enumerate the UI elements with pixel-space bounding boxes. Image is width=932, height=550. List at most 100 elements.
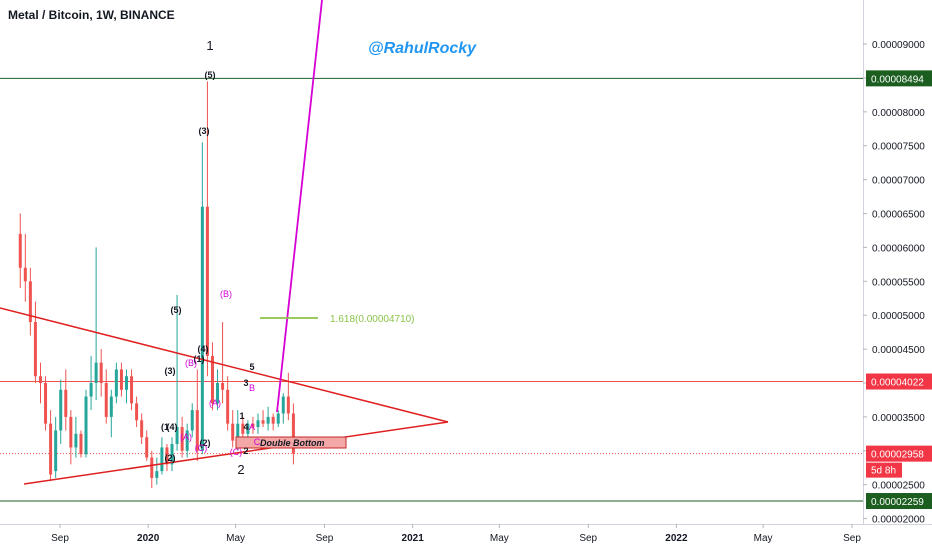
price-tick-label: 0.00007000 [872,176,925,187]
candle-body [271,416,275,424]
wave-label: (C) [230,447,243,457]
wave-label: (2) [200,438,211,448]
candle-body [114,369,118,397]
candle-body [185,430,189,451]
candle-body [180,427,184,451]
candle-body [155,471,159,478]
candle-body [79,433,83,455]
time-tick-label: 2021 [402,533,425,544]
candle-body [175,427,179,445]
candle-body [109,396,113,417]
candle-body [69,416,73,448]
candle-body [226,389,230,424]
triangle-lower-line [23,421,449,485]
wave-label: 1 [239,411,244,421]
candle-body [130,376,134,404]
wave-label: (1) [194,354,205,364]
candles [18,81,295,489]
wave-label: (4) [198,344,209,354]
price-tick-label: 0.00002500 [872,481,925,492]
candle-body [165,447,169,465]
candle-body [190,410,194,431]
countdown-badge [866,462,902,478]
wave-label: (5) [171,305,182,315]
wave-label: A [249,422,255,432]
wave-label: (A) [209,398,221,408]
wave-label: 3 [243,378,248,388]
candle-body [281,396,285,414]
wave-label: (3) [165,366,176,376]
wave-label: (2) [165,453,176,463]
time-tick-label: Sep [579,533,597,544]
candle-body [251,423,255,428]
candle-body [94,362,98,384]
candle-body [59,389,63,431]
candle-body [18,233,22,268]
candle-body [200,206,204,451]
candle-body [286,396,290,414]
candle-body [246,423,250,434]
time-tick-label: Sep [51,533,69,544]
countdown-label: 5d 8h [871,466,896,477]
time-tick-label: May [754,533,773,544]
candle-body [104,383,108,417]
candle-body [119,369,123,390]
candle-body [170,444,174,465]
resistance-level-badge [866,373,932,390]
wave-label: (C) [195,443,208,453]
wave-labels: 12(5)(3)(4)(1)(3)(5)(1(4)(2)(2)(A)(B)(C)… [161,38,261,477]
candle-body [210,355,214,404]
time-tick-label: Sep [316,533,334,544]
target-projection-line [276,0,323,413]
candle-body [221,383,225,390]
price-tick-label: 0.00005000 [872,311,925,322]
candle-body [195,410,199,451]
wave-label: (B) [220,289,232,299]
price-tick-label: 0.00006000 [872,243,925,254]
time-tick-label: May [490,533,509,544]
candle-body [140,420,144,438]
horizontal-levels [0,77,863,502]
price-tick-label: 0.00004500 [872,345,925,356]
wave-label: 5 [249,362,254,372]
candle-body [231,423,235,441]
candle-body [276,413,280,424]
chart-title: Metal / Bitcoin, 1W, BINANCE [8,8,175,22]
wave-label: 1 [206,38,213,53]
time-tick-label: May [226,533,245,544]
triangle-upper-line [0,307,449,423]
price-axis[interactable]: 0.000020000.000025000.000030000.00003500… [863,0,932,526]
candle-body [205,206,209,356]
candle-body [256,420,260,428]
lower-level-label: 0.00002259 [871,497,924,508]
time-axis[interactable]: Sep 2020 May Sep 2021 May Sep 2022 May Sep [0,524,932,544]
price-tick-label: 0.00005500 [872,277,925,288]
author-watermark: @RahulRocky [368,40,477,57]
price-tick-label: 0.00007500 [872,142,925,153]
candle-body [23,267,27,282]
time-tick-label: 2020 [137,533,160,544]
wave-label: (B) [185,358,197,368]
upper-level-label: 0.00008494 [871,74,924,85]
current-price-badge [866,445,932,462]
price-tick-label: 0.00009000 [872,40,925,51]
candle-body [38,376,42,384]
drawings: 1.618(0.00004710) Double Bottom [0,0,449,485]
wave-label: (3) [199,126,210,136]
candle-body [89,383,93,397]
wave-label: 2 [243,446,248,456]
fib-extension-label: 1.618(0.00004710) [330,314,415,325]
resistance-level-label: 0.00004022 [871,378,924,389]
candle-body [28,281,32,322]
candle-body [44,383,48,424]
price-tick-label: 0.00008000 [872,108,925,119]
candle-body [49,423,53,475]
candle-body [241,423,245,434]
current-price-label: 0.00002958 [871,450,924,461]
price-tick-label: 0.00006500 [872,210,925,221]
time-tick-label: 2022 [665,533,688,544]
time-tick-label: Sep [843,533,861,544]
wave-label: (4) [167,422,178,432]
candle-body [33,321,37,377]
